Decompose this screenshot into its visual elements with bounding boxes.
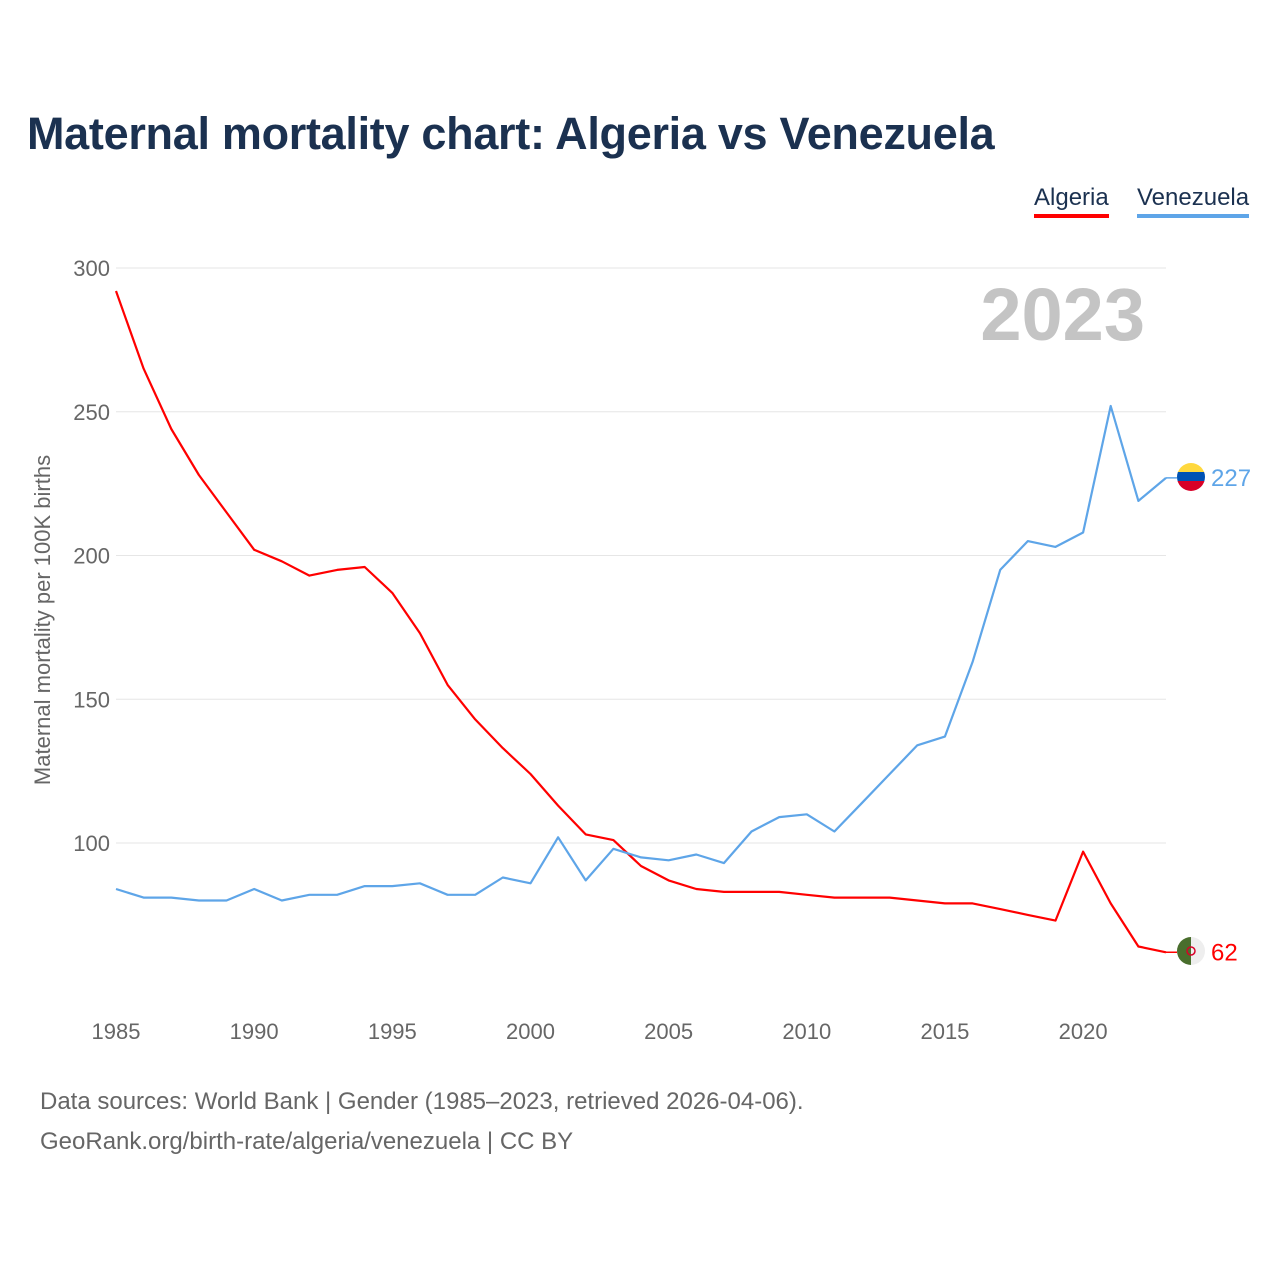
x-tick-label: 1985 (92, 1019, 141, 1044)
year-watermark: 2023 (980, 273, 1145, 356)
x-tick-label: 2020 (1059, 1019, 1108, 1044)
end-value-label-algeria: 62 (1211, 939, 1238, 966)
series-line-algeria (114, 290, 1167, 954)
x-tick-label: 1995 (368, 1019, 417, 1044)
x-tick-label: 2015 (920, 1019, 969, 1044)
chart-title: Maternal mortality chart: Algeria vs Ven… (27, 108, 995, 159)
y-tick-label: 300 (73, 256, 110, 281)
y-tick-label: 200 (73, 544, 110, 569)
y-axis-label: Maternal mortality per 100K births (30, 455, 55, 785)
end-value-label-venezuela: 227 (1211, 465, 1251, 492)
x-tick-label: 1990 (230, 1019, 279, 1044)
x-tick-label: 2005 (644, 1019, 693, 1044)
y-tick-label: 100 (73, 831, 110, 856)
y-tick-label: 150 (73, 687, 110, 712)
venezuela-flag-icon (1177, 463, 1205, 491)
legend-algeria[interactable]: Algeria (1034, 184, 1109, 218)
footer-sources: Data sources: World Bank | Gender (1985–… (40, 1088, 804, 1115)
legend-venezuela[interactable]: Venezuela (1137, 184, 1250, 218)
x-tick-label: 2010 (782, 1019, 831, 1044)
series-line-venezuela (115, 404, 1167, 902)
x-tick-label: 2000 (506, 1019, 555, 1044)
y-tick-label: 250 (73, 400, 110, 425)
algeria-flag-icon (1177, 937, 1205, 965)
footer-link[interactable]: GeoRank.org/birth-rate/algeria/venezuela… (40, 1128, 574, 1155)
